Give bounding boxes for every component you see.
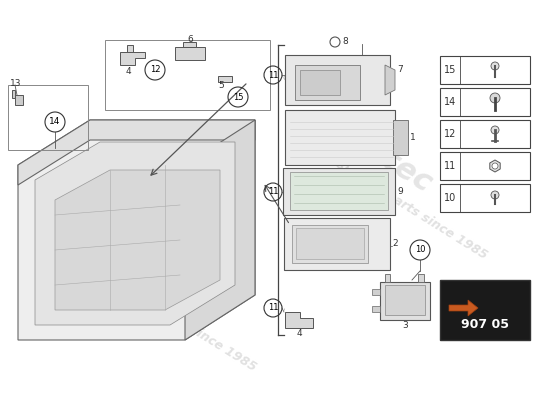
Polygon shape (385, 274, 390, 282)
Polygon shape (372, 289, 380, 295)
Text: eurotec: eurotec (310, 105, 438, 199)
Polygon shape (55, 170, 220, 310)
Circle shape (491, 62, 499, 70)
Text: 907 05: 907 05 (461, 318, 509, 332)
Polygon shape (372, 306, 380, 312)
Text: 13: 13 (10, 78, 21, 88)
Polygon shape (292, 225, 368, 263)
Text: 7: 7 (397, 66, 403, 74)
Polygon shape (285, 110, 395, 165)
Text: 15: 15 (233, 92, 243, 102)
Polygon shape (127, 45, 133, 52)
Circle shape (491, 191, 499, 199)
Polygon shape (418, 274, 424, 282)
Polygon shape (490, 160, 500, 172)
Polygon shape (175, 47, 205, 60)
Polygon shape (290, 172, 388, 210)
FancyBboxPatch shape (440, 56, 530, 84)
Circle shape (491, 126, 499, 134)
Polygon shape (284, 218, 390, 270)
Text: 8: 8 (342, 38, 348, 46)
Text: 12: 12 (150, 66, 160, 74)
Text: 10: 10 (444, 193, 456, 203)
Text: 14: 14 (50, 118, 60, 126)
Text: eurotec: eurotec (57, 201, 185, 295)
Text: 12: 12 (444, 129, 456, 139)
Polygon shape (285, 55, 390, 105)
Circle shape (490, 93, 500, 103)
FancyBboxPatch shape (440, 88, 530, 116)
FancyBboxPatch shape (440, 120, 530, 148)
Polygon shape (393, 120, 408, 155)
Text: 6: 6 (187, 36, 193, 44)
Polygon shape (218, 76, 232, 82)
Circle shape (492, 163, 498, 169)
Text: a passion for parts since 1985: a passion for parts since 1985 (302, 138, 490, 262)
Polygon shape (296, 228, 364, 259)
Text: 2: 2 (392, 240, 398, 248)
Polygon shape (15, 95, 23, 105)
FancyBboxPatch shape (440, 184, 530, 212)
Polygon shape (449, 300, 478, 316)
Text: 14: 14 (444, 97, 456, 107)
Text: 9: 9 (397, 188, 403, 196)
Polygon shape (385, 65, 395, 95)
Text: 15: 15 (444, 65, 456, 75)
Polygon shape (35, 142, 235, 325)
Text: 5: 5 (218, 80, 224, 90)
Polygon shape (295, 65, 360, 100)
Polygon shape (183, 42, 196, 47)
Text: 11: 11 (268, 188, 278, 196)
Text: 11: 11 (268, 70, 278, 80)
Polygon shape (283, 168, 395, 215)
Polygon shape (120, 52, 145, 65)
Text: 10: 10 (415, 246, 425, 254)
Text: 3: 3 (402, 320, 408, 330)
Text: 11: 11 (268, 304, 278, 312)
FancyBboxPatch shape (440, 280, 530, 340)
Polygon shape (380, 282, 430, 320)
Polygon shape (285, 312, 313, 328)
Text: 4: 4 (296, 328, 302, 338)
Text: a passion for parts since 1985: a passion for parts since 1985 (71, 250, 259, 374)
Polygon shape (185, 120, 255, 340)
Polygon shape (300, 70, 340, 95)
Polygon shape (12, 90, 15, 98)
Text: 1: 1 (410, 132, 416, 142)
Text: 4: 4 (125, 68, 131, 76)
Polygon shape (18, 120, 255, 185)
FancyBboxPatch shape (440, 152, 530, 180)
Text: 11: 11 (444, 161, 456, 171)
Polygon shape (18, 120, 255, 340)
Polygon shape (385, 285, 425, 315)
